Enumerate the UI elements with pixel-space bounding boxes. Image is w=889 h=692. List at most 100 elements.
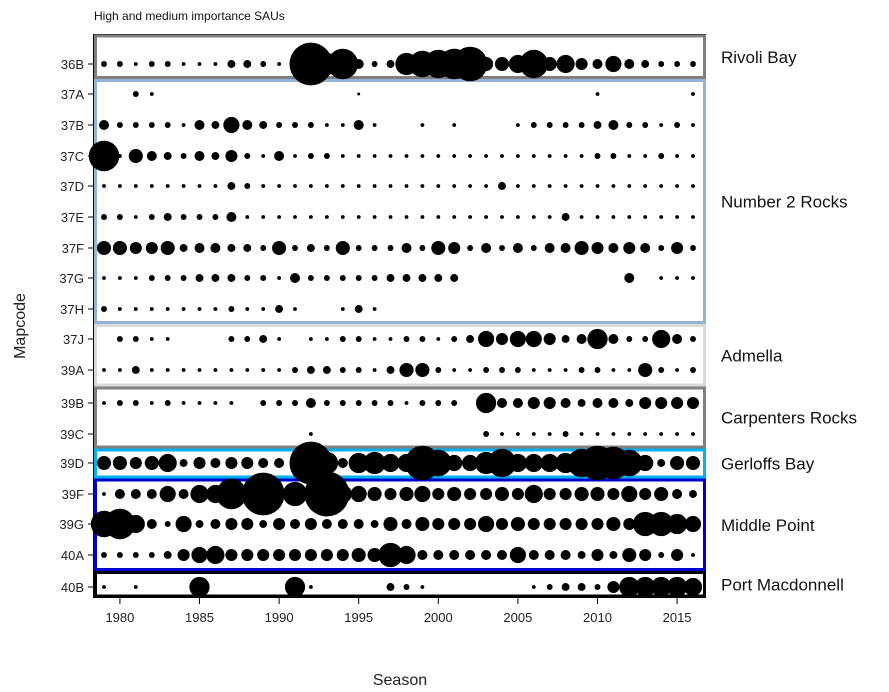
bubble-37F-1986 — [210, 243, 221, 253]
bubble-39C-2004 — [500, 432, 504, 436]
bubble-37A-2010 — [595, 92, 600, 96]
bubble-39F-2015 — [672, 489, 683, 499]
bubble-39C-2011 — [611, 432, 616, 436]
bubble-39G-2010 — [591, 517, 604, 531]
bubble-37D-2010 — [595, 184, 600, 188]
bubble-37F-1992 — [306, 244, 315, 252]
bubble-39F-1990 — [276, 491, 283, 497]
bubble-37F-2004 — [499, 245, 505, 251]
bubble-37B-1995 — [353, 120, 364, 130]
bubble-37E-2005 — [515, 215, 520, 219]
bubble-39B-1994 — [339, 400, 346, 406]
bubble-39A-2002 — [468, 368, 473, 372]
bubble-39G-2003 — [478, 515, 495, 533]
bubble-39A-1980 — [117, 368, 122, 372]
bubble-40B-2013 — [635, 576, 656, 598]
bubble-37F-1999 — [419, 245, 426, 251]
bubble-37E-2007 — [547, 215, 552, 219]
bubble-39G-2008 — [559, 517, 572, 531]
bubble-37G-1999 — [418, 274, 427, 282]
bubble-37C-1992 — [307, 153, 314, 159]
bubble-37D-1986 — [213, 184, 218, 188]
x-axis-ticks: 1980 1985 1990 1995 2000 2005 2010 2015 — [105, 598, 692, 625]
bubble-40A-1986 — [206, 545, 225, 565]
bubble-39A-1984 — [181, 368, 186, 372]
bubble-40A-2006 — [528, 550, 539, 560]
bubble-37B-1984 — [181, 123, 186, 127]
bubble-37D-2003 — [484, 184, 489, 188]
bubble-39A-1988 — [245, 368, 250, 372]
bubble-40B-1997 — [386, 583, 395, 591]
bubble-39D-2007 — [540, 453, 559, 473]
group-box-3 — [94, 386, 706, 449]
bubble-37F-1998 — [401, 243, 412, 253]
bubble-37H-1990 — [275, 305, 284, 313]
bubble-37D-1990 — [277, 184, 282, 188]
bubble-39G-2001 — [448, 517, 461, 531]
bubble-37J-1990 — [277, 337, 282, 341]
bubble-37B-1996 — [372, 123, 377, 127]
bubble-37J-2014 — [652, 329, 671, 349]
bubble-36B-2008 — [556, 54, 575, 74]
bubble-40B-1999 — [420, 585, 425, 589]
bubble-37D-1983 — [165, 184, 170, 188]
bubble-40A-2001 — [449, 550, 460, 560]
bubble-37B-2008 — [562, 122, 569, 128]
bubble-39D-1990 — [274, 458, 285, 468]
bubble-39D-2015 — [670, 455, 685, 471]
bubble-37C-2001 — [452, 154, 457, 158]
bubble-39C-2005 — [515, 432, 520, 436]
bubble-37E-1980 — [116, 214, 123, 220]
bubble-37H-1994 — [340, 307, 345, 311]
group-box-0 — [94, 34, 706, 79]
bubble-37B-1986 — [211, 121, 220, 129]
bubble-37J-2006 — [525, 330, 542, 348]
bubble-37G-2014 — [659, 276, 664, 280]
bubble-39C-2008 — [562, 431, 569, 437]
bubble-37B-2012 — [626, 122, 633, 128]
bubble-39D-2000 — [425, 449, 452, 477]
bubble-39B-2013 — [639, 396, 652, 410]
bubble-40A-2002 — [465, 550, 476, 560]
bubble-37G-1984 — [180, 275, 187, 281]
x-tick-label-1995: 1995 — [344, 610, 373, 625]
bubble-37E-1987 — [226, 212, 237, 222]
bubble-36B-1979 — [101, 61, 107, 67]
bubble-40A-1994 — [336, 548, 349, 562]
bubble-37F-2012 — [623, 241, 636, 255]
bubble-37G-1992 — [307, 275, 314, 281]
bubble-37J-1982 — [149, 337, 154, 341]
bubble-37G-1983 — [164, 275, 171, 281]
bubble-37C-1994 — [340, 154, 345, 158]
x-tick-label-1990: 1990 — [265, 610, 294, 625]
bubble-37J-1980 — [116, 336, 123, 342]
group-label-2: Admella — [721, 346, 783, 365]
bubble-39F-1979 — [102, 492, 106, 496]
bubble-37F-1979 — [96, 240, 112, 256]
bubble-40A-1996 — [367, 547, 382, 563]
group-label-1: Number 2 Rocks — [721, 193, 848, 212]
bubble-37E-1988 — [245, 215, 250, 219]
bubble-39D-1979 — [96, 455, 112, 471]
bubble-40A-1982 — [148, 552, 155, 558]
bubble-37G-1990 — [277, 276, 282, 280]
bubble-37C-2015 — [675, 154, 680, 158]
bubble-37H-1988 — [245, 307, 250, 311]
bubble-37E-2002 — [468, 215, 473, 219]
bubble-40A-1990 — [273, 548, 286, 562]
bubble-39G-1984 — [175, 515, 192, 533]
bubble-39C-2007 — [547, 432, 552, 436]
bubble-37J-1988 — [244, 336, 251, 342]
bubble-39B-2004 — [497, 398, 507, 408]
bubble-37B-2006 — [530, 122, 537, 128]
bubble-37F-1994 — [335, 240, 350, 256]
bubble-36B-2015 — [674, 61, 681, 67]
bubble-39D-2006 — [524, 453, 543, 473]
bubble-39F-1998 — [399, 486, 414, 502]
y-tick-label-40A: 40A — [61, 548, 84, 563]
bubble-37B-1992 — [307, 122, 314, 128]
bubble-39F-2005 — [511, 487, 524, 501]
bubble-39A-2010 — [594, 367, 601, 373]
bubble-37J-2004 — [495, 332, 509, 346]
bubble-37D-2001 — [452, 184, 457, 188]
